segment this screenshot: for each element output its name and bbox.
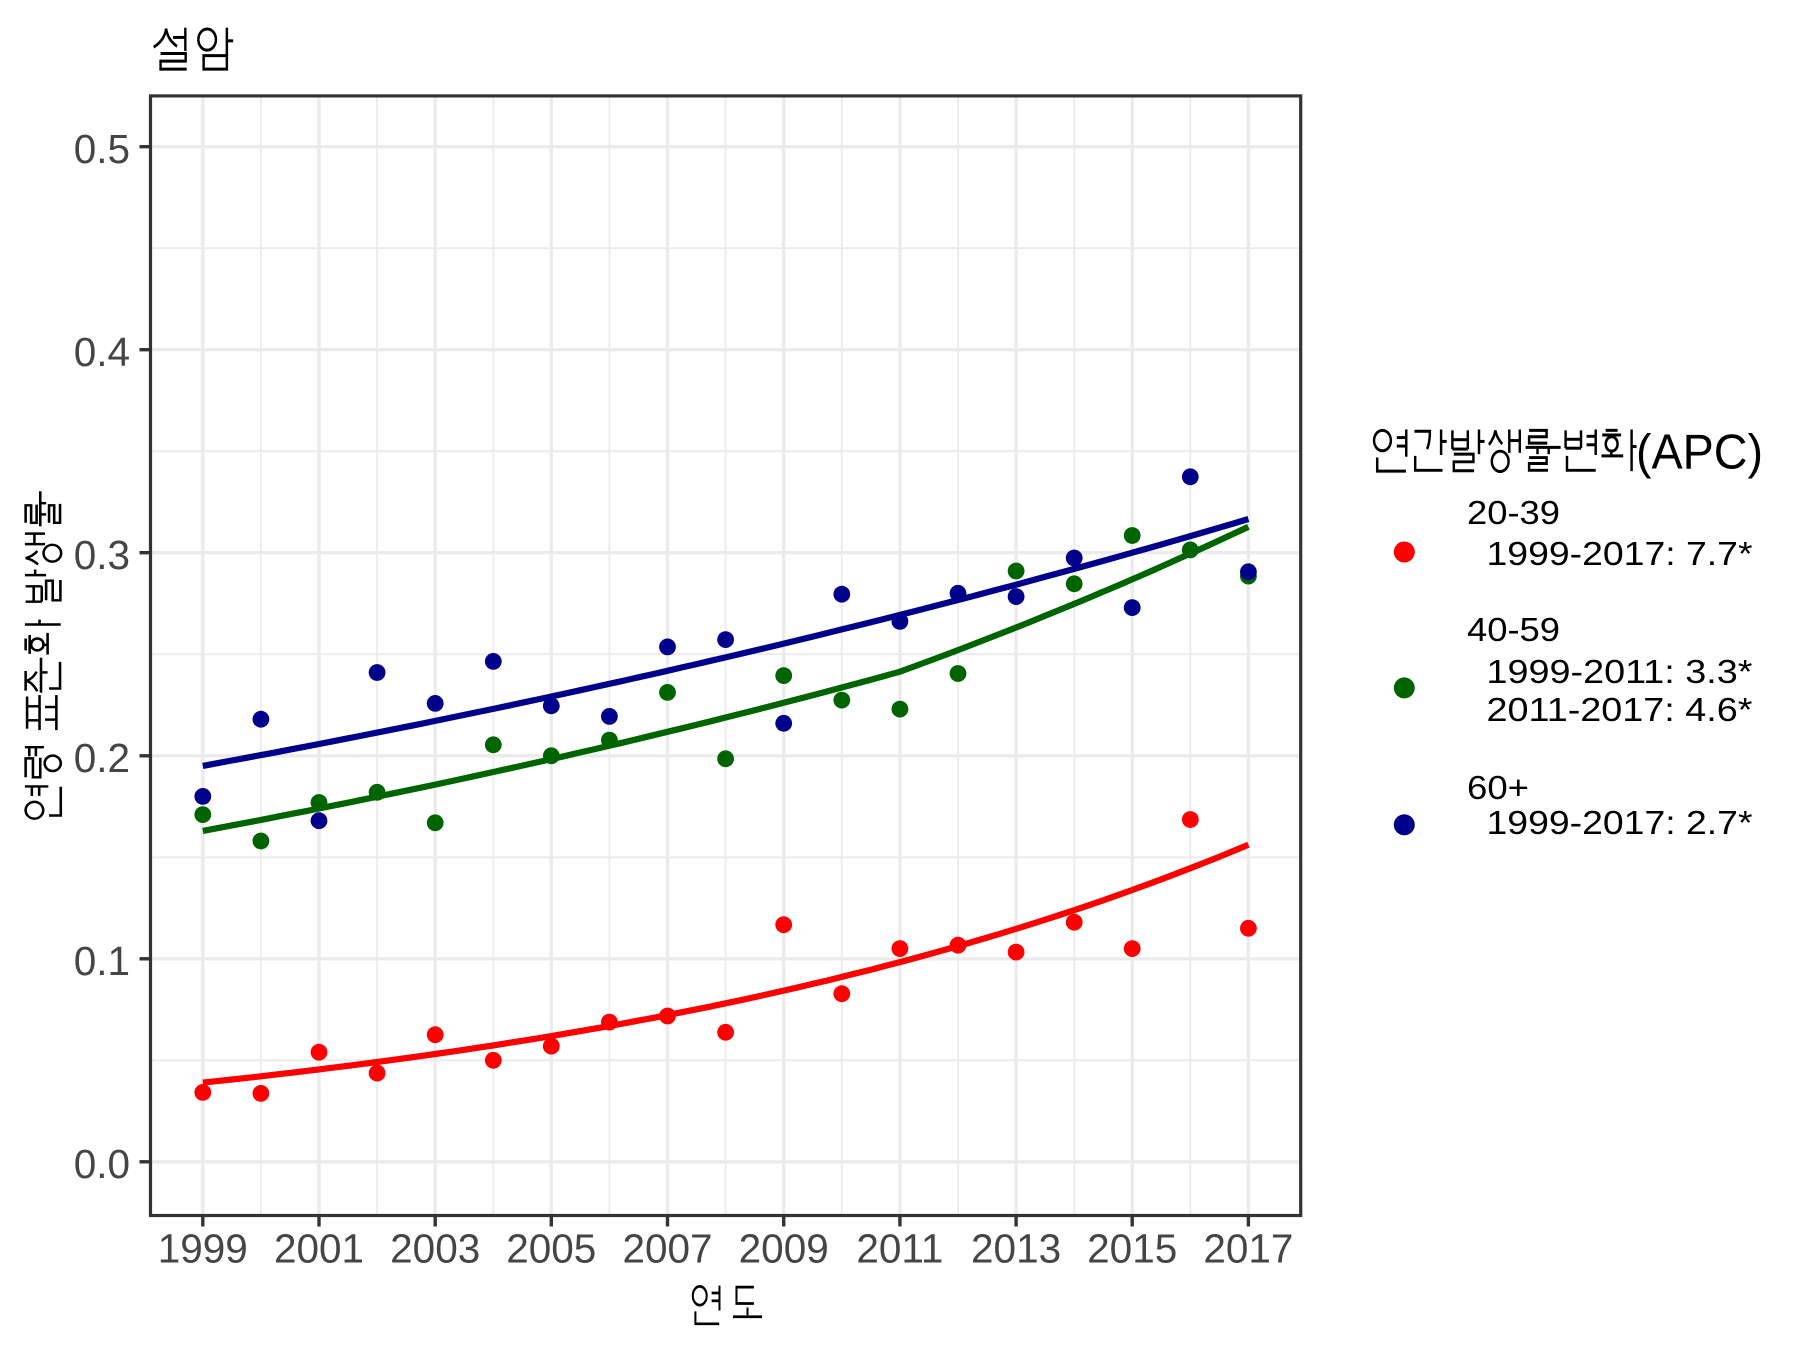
- svg-text:60+: 60+: [1467, 770, 1529, 807]
- svg-text:2015: 2015: [1087, 1226, 1177, 1272]
- svg-text:2003: 2003: [390, 1226, 480, 1272]
- svg-text:2005: 2005: [506, 1226, 596, 1272]
- svg-text:2009: 2009: [739, 1226, 829, 1272]
- svg-text:2017: 2017: [1203, 1226, 1293, 1272]
- svg-text:0.4: 0.4: [74, 329, 130, 375]
- svg-text:1999-2017: 7.7*: 1999-2017: 7.7*: [1487, 536, 1753, 573]
- svg-text:2007: 2007: [622, 1226, 712, 1272]
- svg-text:0.5: 0.5: [74, 126, 130, 172]
- svg-text:2001: 2001: [274, 1226, 364, 1272]
- svg-text:0.2: 0.2: [74, 735, 130, 781]
- svg-text:0.1: 0.1: [74, 938, 130, 984]
- svg-text:2011: 2011: [856, 1226, 943, 1272]
- svg-text:1999-2017: 2.7*: 1999-2017: 2.7*: [1487, 805, 1753, 842]
- svg-text:2013: 2013: [971, 1226, 1061, 1272]
- svg-text:20-39: 20-39: [1467, 495, 1560, 532]
- svg-text:0.3: 0.3: [74, 532, 130, 578]
- svg-text:40-59: 40-59: [1467, 612, 1560, 649]
- svg-text:0.0: 0.0: [74, 1141, 130, 1187]
- svg-text:(APC): (APC): [1636, 426, 1763, 480]
- svg-text:2011-2017: 4.6*: 2011-2017: 4.6*: [1487, 692, 1753, 729]
- svg-text:1999-2011: 3.3*: 1999-2011: 3.3*: [1487, 654, 1753, 691]
- svg-text:1999: 1999: [158, 1226, 248, 1272]
